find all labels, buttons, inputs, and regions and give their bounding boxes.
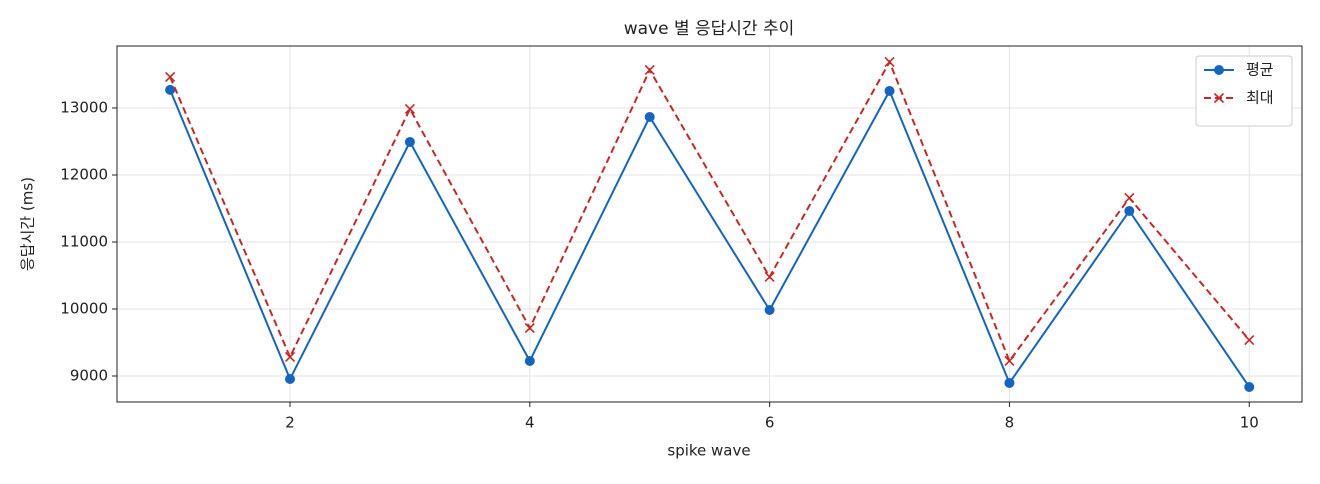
legend-marker bbox=[1214, 65, 1224, 75]
marker bbox=[884, 56, 895, 68]
legend-label: 평균 bbox=[1246, 61, 1274, 79]
y-tick-label: 12000 bbox=[60, 165, 108, 183]
marker bbox=[884, 85, 895, 96]
marker bbox=[1124, 192, 1135, 204]
marker bbox=[764, 271, 775, 283]
marker bbox=[284, 351, 296, 363]
x-tick-label: 6 bbox=[765, 414, 775, 432]
marker bbox=[1004, 377, 1015, 388]
series-line bbox=[169, 88, 1251, 388]
marker bbox=[285, 374, 296, 385]
y-tick-label: 13000 bbox=[60, 98, 108, 116]
marker bbox=[524, 355, 535, 366]
marker bbox=[644, 64, 655, 76]
legend-label: 최대 bbox=[1246, 89, 1274, 107]
y-tick-label: 9000 bbox=[70, 367, 108, 385]
marker bbox=[165, 84, 176, 95]
y-axis-label: 응답시간 (ms) bbox=[19, 177, 37, 271]
x-axis-label: spike wave bbox=[667, 442, 750, 460]
marker bbox=[524, 322, 535, 334]
y-tick-label: 11000 bbox=[60, 232, 108, 250]
marker bbox=[165, 71, 176, 83]
x-tick-label: 2 bbox=[285, 414, 295, 432]
marker bbox=[764, 305, 775, 316]
marker bbox=[644, 111, 655, 122]
series-line bbox=[169, 59, 1251, 364]
marker bbox=[404, 136, 415, 147]
x-tick-label: 4 bbox=[525, 414, 535, 432]
y-tick-label: 10000 bbox=[60, 299, 108, 317]
marker bbox=[1244, 334, 1255, 346]
x-tick-label: 10 bbox=[1240, 414, 1259, 432]
marker bbox=[404, 103, 415, 115]
plot-frame bbox=[116, 45, 1303, 403]
chart-title: wave 별 응답시간 추이 bbox=[624, 19, 795, 39]
marker bbox=[1004, 355, 1015, 367]
marker bbox=[1244, 381, 1255, 392]
x-tick-label: 8 bbox=[1005, 414, 1015, 432]
legend-marker bbox=[1213, 92, 1225, 104]
marker bbox=[1124, 205, 1135, 216]
legend-box bbox=[1195, 55, 1293, 127]
